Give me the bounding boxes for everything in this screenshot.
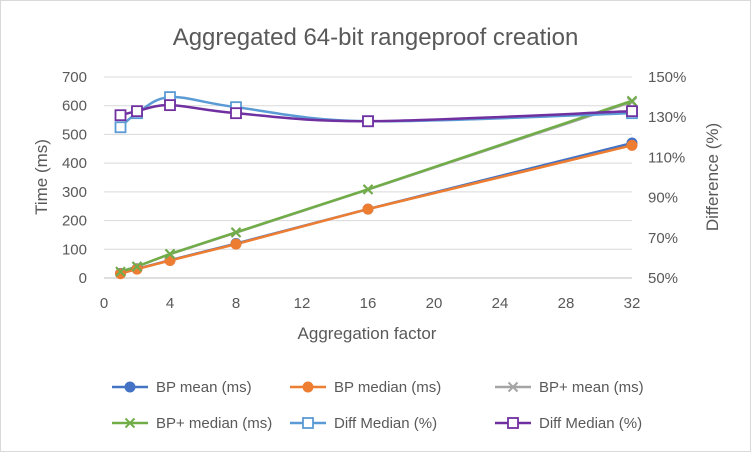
marker-stroke (164, 248, 176, 260)
y2-tick-label: 50% (648, 270, 678, 287)
y-tick-label: 100 (62, 241, 87, 258)
y-tick-label: 600 (62, 98, 87, 115)
legend-item: BP median (ms) (290, 379, 441, 396)
data-point (230, 107, 242, 120)
data-point (131, 105, 143, 118)
x-tick-label: 32 (624, 295, 641, 312)
y2-tick-label: 70% (648, 230, 678, 247)
marker-stroke (230, 227, 242, 238)
marker-stroke (115, 266, 126, 277)
data-point (507, 417, 519, 429)
data-point (115, 268, 126, 280)
data-point (507, 381, 519, 393)
legend-label: BP+ mean (ms) (539, 379, 644, 396)
data-point (124, 417, 136, 429)
legend-item: BP+ median (ms) (112, 415, 272, 432)
legend-item: BP mean (ms) (112, 379, 252, 396)
x-tick-label: 8 (232, 295, 240, 312)
legend-label: BP mean (ms) (156, 379, 252, 396)
legend-item: Diff Median (%) (290, 415, 437, 432)
data-point (114, 109, 127, 122)
data-point (230, 227, 242, 238)
x-tick-label: 4 (166, 295, 174, 312)
legend-label: Diff Median (%) (334, 415, 437, 432)
y-tick-label: 700 (62, 69, 87, 86)
y-tick-label: 500 (62, 126, 87, 143)
data-point (302, 417, 314, 429)
y2-tick-label: 150% (648, 69, 686, 86)
chart-title: Aggregated 64-bit rangeproof creation (173, 24, 579, 51)
x-tick-label: 24 (492, 295, 509, 312)
data-point (362, 115, 374, 128)
x-tick-label: 12 (294, 295, 311, 312)
legend-item: Diff Median (%) (495, 415, 642, 432)
data-point (362, 184, 374, 195)
data-point (164, 248, 176, 260)
tick-labels: 010020030040050060070050%70%90%110%130%1… (62, 69, 686, 312)
data-point (115, 266, 126, 277)
x-tick-label: 20 (426, 295, 443, 312)
legend-label: BP+ median (ms) (156, 415, 272, 432)
marker-stroke (507, 381, 519, 393)
data-point (362, 203, 374, 215)
data-point (230, 238, 242, 250)
y-axis-title: Time (ms) (32, 139, 51, 215)
data-point (131, 261, 143, 272)
y2-tick-label: 110% (648, 149, 685, 166)
data-point (114, 121, 127, 134)
y-tick-label: 0 (79, 270, 87, 287)
x-tick-label: 16 (360, 295, 377, 312)
grid-lines (104, 76, 632, 250)
x-axis-title: Aggregation factor (298, 324, 437, 343)
legend-label: BP median (ms) (334, 379, 441, 396)
legend-item: BP+ mean (ms) (495, 379, 644, 396)
data-point (626, 95, 638, 107)
series-markers (114, 91, 638, 280)
marker-stroke (131, 261, 143, 272)
marker-stroke (626, 95, 638, 107)
y2-tick-label: 90% (648, 190, 678, 207)
y-tick-label: 400 (62, 155, 87, 172)
data-point (626, 139, 638, 151)
y2-axis-title: Difference (%) (703, 123, 722, 231)
marker-stroke (362, 184, 374, 195)
x-tick-label: 28 (558, 295, 575, 312)
legend: BP mean (ms) BP median (ms) BP+ mean (ms) B… (112, 379, 644, 432)
data-point (626, 105, 638, 118)
data-point (302, 381, 314, 393)
data-point (124, 381, 136, 393)
data-point (164, 99, 176, 112)
marker-stroke (124, 417, 136, 429)
x-tick-label: 0 (100, 295, 108, 312)
legend-label: Diff Median (%) (539, 415, 642, 432)
y-tick-label: 300 (62, 184, 87, 201)
y2-tick-label: 130% (648, 109, 686, 126)
data-point (131, 263, 143, 275)
y-tick-label: 200 (62, 213, 87, 230)
